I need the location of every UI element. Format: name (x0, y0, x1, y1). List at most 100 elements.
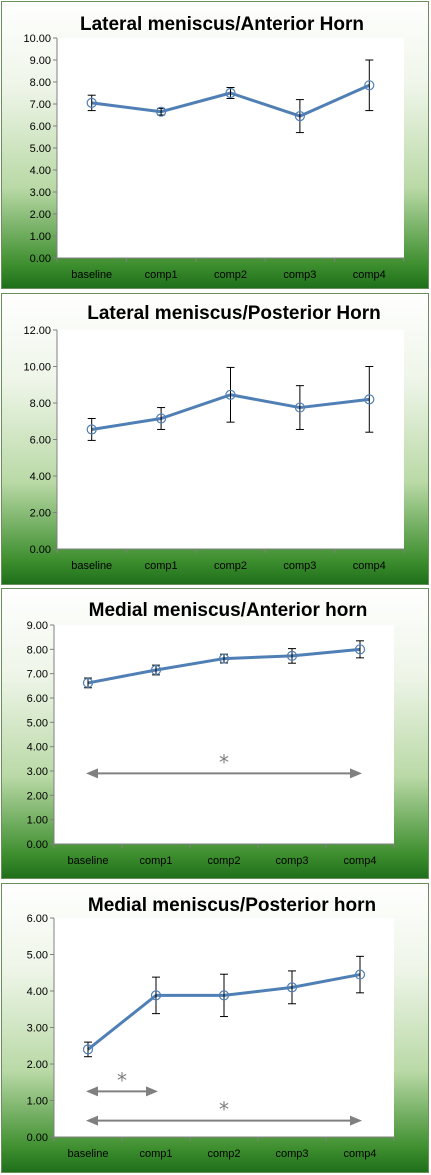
data-point (364, 80, 375, 91)
x-tick-label: baseline (71, 560, 112, 572)
chart-panel-lateral-anterior: Lateral meniscus/Anterior Horn 0.00 1.00 2.… (1, 1, 429, 289)
data-point (156, 413, 167, 424)
data-point (218, 653, 230, 664)
plot-area (57, 38, 404, 258)
arrowhead-left (86, 768, 98, 779)
data-point (86, 424, 97, 435)
y-tick-label: 9.00 (27, 620, 48, 632)
chart-panel-medial-posterior: Medial meniscus/Posterior horn 0.00 1.00 2.… (1, 883, 429, 1173)
data-point (294, 402, 305, 413)
data-point (225, 389, 236, 400)
x-tick-label: baseline (71, 269, 112, 281)
significance-arrow (86, 1086, 158, 1097)
significance-star: * (219, 1098, 229, 1122)
y-tick-label: 2.00 (27, 1059, 48, 1071)
y-tick-label: 4.00 (27, 986, 48, 998)
data-point (286, 650, 298, 662)
x-tick-label: comp4 (353, 560, 386, 572)
x-tick-label: comp2 (214, 560, 247, 572)
arrowhead-left (86, 1115, 98, 1126)
y-tick-label: 1.00 (30, 231, 51, 243)
data-point (82, 677, 94, 689)
chart-panel-medial-anterior: Medial meniscus/Anterior horn 0.00 1.00 2.0… (1, 588, 429, 879)
y-tick-label: 0.00 (27, 1132, 48, 1144)
y-tick-label: 0.00 (30, 544, 51, 556)
significance-arrow (86, 1115, 362, 1126)
y-tick-label: 4.00 (27, 742, 48, 754)
x-tick-label: baseline (68, 855, 109, 867)
y-tick-label: 7.00 (30, 99, 51, 111)
arrowhead-left (86, 1086, 98, 1097)
chart-svg: Medial meniscus/Posterior horn 0.00 1.00 2.… (27, 895, 395, 1160)
chart-title: Lateral meniscus/Posterior Horn (87, 303, 381, 324)
arrowhead-right (350, 1115, 362, 1126)
x-tick-label: comp4 (353, 269, 386, 281)
y-tick-label: 3.00 (30, 187, 51, 199)
y-tick-label: 0.00 (27, 839, 48, 851)
chart-svg: Medial meniscus/Anterior horn 0.00 1.00 2.0… (27, 600, 395, 867)
arrowhead-right (146, 1086, 158, 1097)
data-point (86, 97, 97, 109)
x-tick-label: comp3 (275, 855, 308, 867)
x-tick-label: comp2 (207, 1148, 240, 1160)
y-tick-label: 4.00 (30, 165, 51, 177)
y-tick-label: 9.00 (30, 55, 51, 67)
y-tick-label: 0.00 (30, 253, 51, 265)
data-point (218, 990, 230, 1001)
significance-star: * (219, 750, 229, 774)
y-tick-label: 2.00 (27, 790, 48, 802)
significance-arrow (86, 768, 362, 779)
x-tick-label: comp4 (343, 1148, 376, 1160)
data-point (150, 664, 162, 676)
x-tick-label: comp3 (283, 560, 316, 572)
y-tick-label: 3.00 (27, 766, 48, 778)
chart-panel-lateral-posterior: Lateral meniscus/Posterior Horn 0.00 2.00 4… (1, 293, 429, 585)
x-tick-label: comp3 (275, 1148, 308, 1160)
data-point (364, 394, 375, 405)
chart-title: Medial meniscus/Posterior horn (88, 895, 376, 916)
y-tick-label: 6.00 (27, 913, 48, 925)
data-point (156, 106, 167, 117)
x-tick-label: comp4 (343, 855, 376, 867)
y-tick-label: 2.00 (30, 209, 51, 221)
significance-star: * (117, 1068, 127, 1092)
y-tick-label: 6.00 (30, 121, 51, 133)
data-point (82, 1044, 94, 1055)
y-tick-label: 10.00 (23, 362, 51, 374)
x-tick-label: comp2 (207, 855, 240, 867)
plot-area (57, 330, 404, 549)
x-tick-label: comp1 (145, 269, 178, 281)
chart-svg: Lateral meniscus/Posterior Horn 0.00 2.00 4… (23, 303, 405, 572)
data-point (294, 110, 305, 122)
data-point (286, 982, 298, 993)
x-tick-label: comp1 (139, 855, 172, 867)
chart-title: Lateral meniscus/Anterior Horn (80, 14, 364, 35)
y-tick-label: 12.00 (23, 325, 51, 337)
y-tick-label: 2.00 (30, 508, 51, 520)
y-tick-label: 5.00 (30, 143, 51, 155)
y-tick-label: 8.00 (27, 644, 48, 656)
y-tick-label: 4.00 (30, 471, 51, 483)
data-point (150, 990, 162, 1001)
data-point (354, 969, 366, 980)
y-tick-label: 5.00 (27, 950, 48, 962)
x-tick-label: comp1 (139, 1148, 172, 1160)
y-tick-label: 8.00 (30, 398, 51, 410)
y-tick-label: 5.00 (27, 717, 48, 729)
y-tick-label: 6.00 (30, 435, 51, 447)
y-tick-label: 3.00 (27, 1023, 48, 1035)
chart-title: Medial meniscus/Anterior horn (89, 600, 368, 621)
y-tick-label: 6.00 (27, 693, 48, 705)
data-point (354, 644, 366, 655)
x-tick-label: comp3 (283, 269, 316, 281)
y-tick-label: 1.00 (27, 815, 48, 827)
plot-area (54, 918, 394, 1137)
y-tick-label: 7.00 (27, 669, 48, 681)
x-tick-label: comp1 (145, 560, 178, 572)
x-tick-label: comp2 (214, 269, 247, 281)
arrowhead-right (350, 768, 362, 779)
y-tick-label: 8.00 (30, 77, 51, 89)
x-tick-label: baseline (68, 1148, 109, 1160)
chart-svg: Lateral meniscus/Anterior Horn 0.00 1.00 2.… (23, 14, 405, 281)
y-tick-label: 1.00 (27, 1096, 48, 1108)
